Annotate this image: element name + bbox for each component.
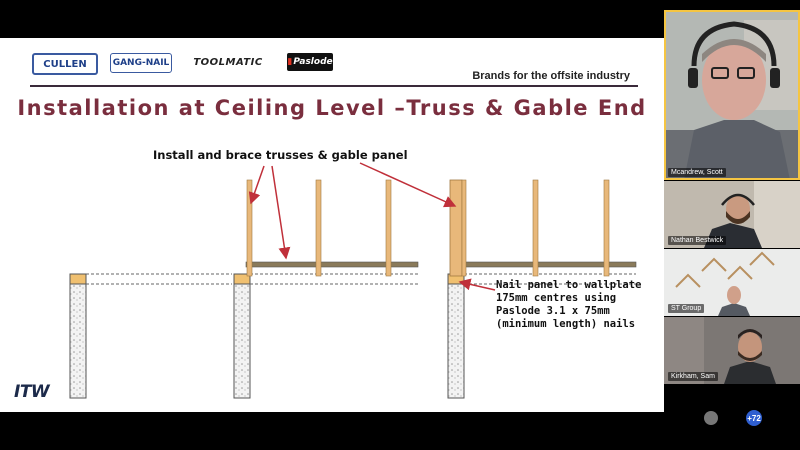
title-divider xyxy=(30,85,638,87)
nail-label-line: Nail panel to wallplate xyxy=(496,279,642,291)
nail-label-line: Paslode 3.1 x 75mm xyxy=(496,305,610,317)
gang-nail-logo: GANG-NAIL xyxy=(110,53,172,73)
stage-1-wall xyxy=(69,273,232,399)
nail-panel-label: Nail panel to wallplate 175mm centres us… xyxy=(496,279,641,331)
participant-panel: Mcandrew, Scott Nathan Bestwick ST Group xyxy=(664,0,800,412)
participant-tile-kirkham[interactable]: Kirkham, Sam xyxy=(664,317,800,384)
participant-footer: +72 xyxy=(664,404,800,432)
participant-name: Nathan Bestwick xyxy=(668,236,727,245)
cullen-logo: CULLEN xyxy=(32,53,98,75)
participant-tile-bestwick[interactable]: Nathan Bestwick xyxy=(664,181,800,248)
slide-title: Installation at Ceiling Level –Truss & G… xyxy=(17,96,647,120)
participant-name: Mcandrew, Scott xyxy=(668,168,726,177)
participant-video xyxy=(664,317,800,384)
participant-name: Kirkham, Sam xyxy=(668,372,718,381)
truss-installation-diagram xyxy=(69,162,637,399)
paslode-logo: ▮ Paslode xyxy=(287,53,333,71)
participant-tile-mcandrew[interactable]: Mcandrew, Scott xyxy=(664,10,800,180)
participant-tile-st-group[interactable]: ST Group xyxy=(664,249,800,316)
stage-2-wall-and-trusses xyxy=(233,179,419,399)
participant-name: ST Group xyxy=(668,304,705,313)
nail-label-line: 175mm centres using xyxy=(496,292,617,304)
toolmatic-logo: TOOLMATIC xyxy=(193,56,263,68)
brand-bar: CULLEN GANG-NAIL TOOLMATIC ▮ Paslode Bran… xyxy=(0,48,664,82)
itw-logo: ITW xyxy=(14,382,50,402)
more-participants-button[interactable]: +72 xyxy=(746,410,762,426)
paslode-p-icon: ▮ xyxy=(287,57,293,67)
avatar[interactable] xyxy=(704,411,718,425)
nail-label-line: (minimum length) nails xyxy=(496,318,636,330)
brands-tagline: Brands for the offsite industry xyxy=(472,70,630,82)
presentation-slide: CULLEN GANG-NAIL TOOLMATIC ▮ Paslode Bran… xyxy=(0,38,664,412)
participant-video xyxy=(664,10,800,180)
install-brace-label: Install and brace trusses & gable panel xyxy=(153,148,408,162)
